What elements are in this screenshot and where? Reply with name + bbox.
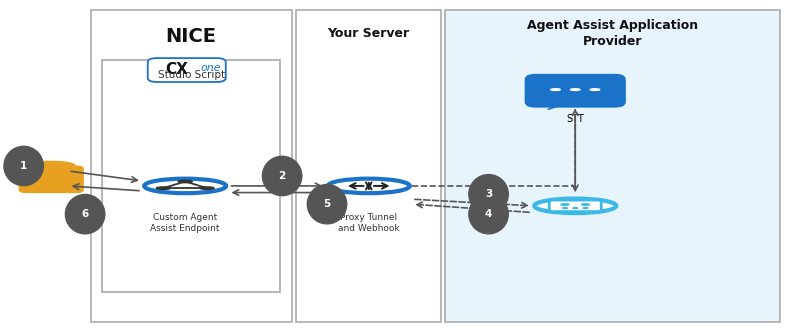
Ellipse shape — [561, 204, 569, 205]
Bar — [296, 10, 441, 322]
Text: 5: 5 — [323, 199, 331, 209]
Ellipse shape — [582, 204, 589, 205]
Text: CX: CX — [165, 62, 188, 77]
Bar — [91, 10, 292, 322]
FancyBboxPatch shape — [147, 58, 225, 82]
Text: 4: 4 — [485, 209, 492, 219]
Ellipse shape — [4, 146, 43, 186]
Text: STT: STT — [567, 114, 584, 124]
Text: 1: 1 — [20, 161, 28, 171]
FancyBboxPatch shape — [549, 200, 601, 211]
Bar — [102, 60, 280, 292]
Ellipse shape — [178, 180, 192, 183]
Ellipse shape — [469, 175, 508, 214]
Ellipse shape — [144, 179, 226, 193]
Ellipse shape — [571, 89, 580, 90]
Text: NICE: NICE — [165, 27, 217, 46]
FancyBboxPatch shape — [526, 76, 624, 106]
Text: Custom Agent
Assist Endpoint: Custom Agent Assist Endpoint — [151, 213, 220, 232]
Ellipse shape — [469, 195, 508, 234]
Text: Studio Script: Studio Script — [158, 70, 225, 80]
Polygon shape — [548, 102, 571, 110]
Ellipse shape — [200, 187, 214, 190]
FancyBboxPatch shape — [20, 166, 84, 193]
Ellipse shape — [551, 89, 560, 90]
Text: one: one — [200, 63, 221, 73]
Ellipse shape — [307, 185, 347, 224]
Ellipse shape — [262, 156, 302, 196]
Ellipse shape — [534, 199, 616, 213]
Ellipse shape — [156, 187, 170, 190]
Ellipse shape — [328, 179, 410, 193]
Text: Agent Assist Application
Provider: Agent Assist Application Provider — [527, 19, 698, 48]
Text: Your Server: Your Server — [327, 27, 410, 40]
Ellipse shape — [590, 89, 600, 90]
Text: 3: 3 — [485, 189, 492, 199]
Ellipse shape — [28, 161, 75, 170]
Bar — [445, 10, 780, 322]
Text: Proxy Tunnel
and Webhook: Proxy Tunnel and Webhook — [338, 213, 400, 232]
Ellipse shape — [65, 195, 105, 234]
Text: 6: 6 — [81, 209, 89, 219]
Text: 2: 2 — [278, 171, 286, 181]
